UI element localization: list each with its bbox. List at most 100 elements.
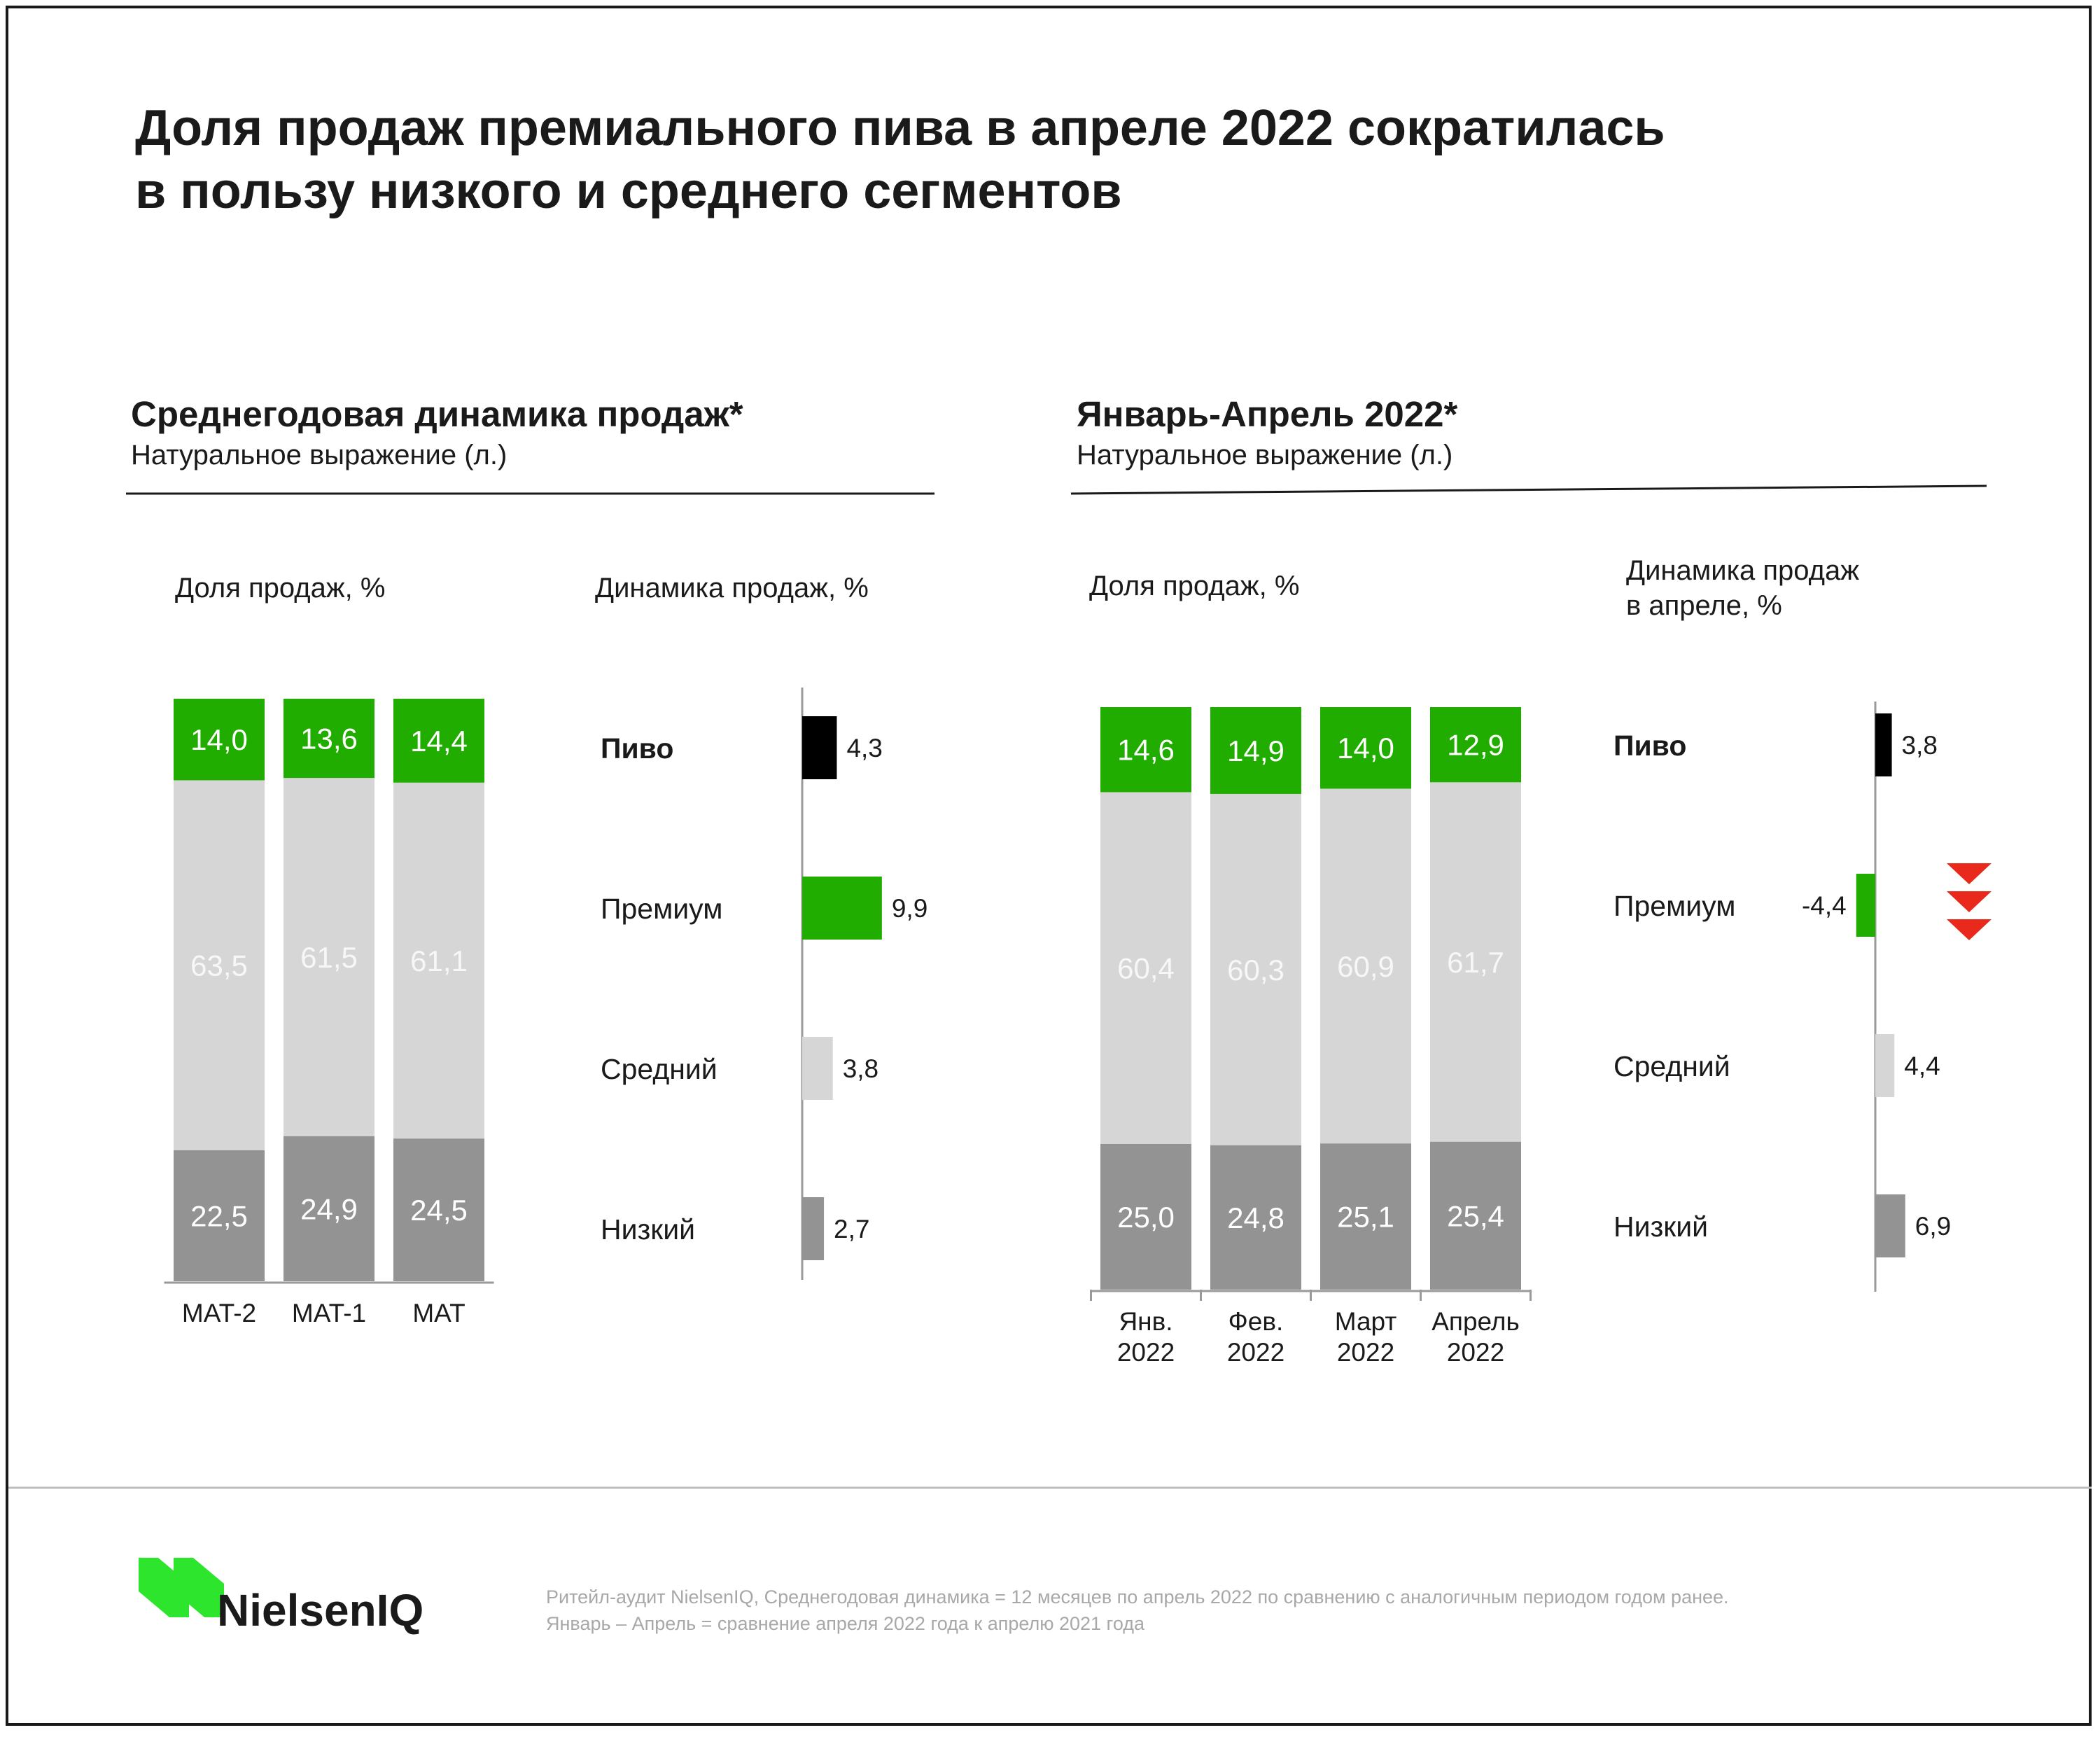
category-label: MAT-1	[292, 1299, 366, 1327]
growth-category-label: Низкий	[1614, 1211, 1708, 1243]
bar-segment-средний	[1210, 793, 1301, 1145]
bar-segment-label: 14,0	[190, 723, 248, 756]
growth-value-label: 3,8	[1902, 731, 1938, 760]
growth-category-label: Пиво	[601, 732, 673, 765]
bar-segment-низкий	[284, 1136, 374, 1281]
growth-bar	[802, 1037, 833, 1100]
right-growth-chart: Пиво 3,8 Премиум -4,4 Средний 4,4 Низкий 6,9	[1614, 702, 1991, 1292]
bar-segment-средний	[393, 782, 484, 1139]
category-label: Апрель	[1432, 1307, 1520, 1336]
right-growth-label-line-2: в апреле, %	[1626, 590, 1782, 621]
bar-segment-label: 14,4	[410, 725, 468, 758]
growth-value-label: 9,9	[892, 894, 927, 923]
growth-value-label: 3,8	[843, 1054, 878, 1083]
main-title: Доля продаж премиального пива в апреле 2…	[135, 97, 1665, 223]
growth-bar	[802, 1197, 825, 1260]
bar-segment-премиум	[1430, 707, 1521, 783]
bar-segment-низкий	[174, 1150, 265, 1281]
bar-segment-label: 25,4	[1447, 1199, 1504, 1232]
bar-segment-label: 13,6	[300, 723, 358, 755]
bar-segment-label: 22,5	[190, 1199, 248, 1232]
bar-segment-label: 25,0	[1117, 1201, 1175, 1234]
nielseniq-logo-mark	[139, 1558, 224, 1617]
bar-segment-label: 61,1	[410, 944, 468, 977]
category-label: Фев.	[1228, 1307, 1284, 1336]
bar-segment-label: 60,9	[1337, 950, 1394, 983]
growth-value-label: 2,7	[834, 1215, 869, 1243]
growth-category-label: Пиво	[1614, 730, 1686, 762]
growth-value-label: 6,9	[1915, 1212, 1951, 1241]
bar-segment-label: 60,4	[1117, 952, 1175, 985]
right-section-rule	[1070, 484, 1987, 495]
growth-value-label: 4,3	[846, 734, 882, 762]
growth-bar	[1875, 1194, 1905, 1257]
footnote: Ритейл-аудит NielsenIQ, Среднегодовая ди…	[546, 1584, 1729, 1637]
category-label: MAT	[412, 1299, 465, 1327]
growth-bar	[1856, 874, 1875, 937]
footnote-line-2: Январь – Апрель = сравнение апреля 2022 …	[546, 1613, 1145, 1634]
left-section-subtitle: Натуральное выражение (л.)	[131, 440, 507, 470]
growth-value-label: -4,4	[1802, 891, 1847, 920]
right-growth-label-line-1: Динамика продаж	[1626, 555, 1859, 586]
category-label: Янв.	[1119, 1307, 1172, 1336]
bar-segment-низкий	[393, 1138, 484, 1281]
nielseniq-brand-name: NielsenIQ	[217, 1585, 424, 1635]
bar-segment-label: 25,1	[1337, 1201, 1394, 1234]
bar-segment-label: 61,5	[300, 941, 358, 974]
bar-segment-низкий	[1320, 1143, 1411, 1290]
category-label: 2022	[1447, 1338, 1504, 1367]
bar-segment-средний	[1430, 782, 1521, 1142]
bar-segment-label: 63,5	[190, 949, 248, 982]
growth-value-label: 4,4	[1904, 1052, 1940, 1080]
growth-bar	[1875, 1034, 1895, 1097]
growth-bar	[802, 716, 837, 779]
category-label: Март	[1335, 1307, 1397, 1336]
bar-segment-label: 14,6	[1117, 734, 1175, 767]
left-share-chart: 22,5 63,5 14,0 MAT-2 24,9 61,5 13,6 MAT-1 24,5 61…	[164, 699, 494, 1327]
bar-segment-label: 14,9	[1227, 734, 1284, 767]
bar-segment-label: 61,7	[1447, 946, 1504, 979]
growth-category-label: Премиум	[1614, 890, 1735, 922]
growth-bar	[1875, 713, 1892, 776]
bar-segment-низкий	[1210, 1145, 1301, 1290]
decline-arrow-icon	[1947, 863, 1991, 884]
bar-segment-низкий	[1430, 1141, 1521, 1290]
left-section-title: Среднегодовая динамика продаж*	[131, 394, 743, 434]
growth-bar	[802, 877, 882, 940]
bar-segment-средний	[174, 780, 265, 1150]
bar-segment-средний	[1320, 788, 1411, 1144]
bar-segment-label: 14,0	[1337, 732, 1394, 765]
right-share-chart: 25,060,414,6Янв.202224,860,314,9Фев.2022…	[1090, 707, 1532, 1367]
bar-segment-премиум	[1210, 707, 1301, 794]
right-section-title: Январь-Апрель 2022*	[1077, 394, 1458, 434]
bar-segment-премиум	[284, 699, 374, 779]
bar-segment-label: 12,9	[1447, 729, 1504, 762]
left-growth-chart: Пиво 4,3 Премиум 9,9 Средний 3,8 Низкий 2,7	[601, 688, 927, 1280]
right-section-subtitle: Натуральное выражение (л.)	[1077, 440, 1453, 470]
bar-segment-средний	[284, 778, 374, 1136]
bar-segment-премиум	[174, 699, 265, 781]
growth-category-label: Средний	[601, 1053, 718, 1085]
bar-segment-премиум	[1100, 707, 1191, 793]
right-growth-label: Динамика продаж в апреле, %	[1626, 553, 1859, 623]
bar-segment-низкий	[1100, 1144, 1191, 1290]
category-label: 2022	[1337, 1338, 1394, 1367]
category-label: 2022	[1227, 1338, 1284, 1367]
main-title-line-1: Доля продаж премиального пива в апреле 2…	[135, 100, 1665, 156]
category-label: 2022	[1117, 1338, 1175, 1367]
main-title-line-2: в пользу низкого и среднего сегментов	[135, 163, 1122, 219]
bar-segment-премиум	[1320, 707, 1411, 789]
growth-category-label: Премиум	[601, 893, 722, 925]
right-share-label: Доля продаж, %	[1089, 571, 1300, 601]
left-growth-label: Динамика продаж, %	[595, 573, 869, 604]
bar-segment-label: 24,9	[300, 1192, 358, 1225]
footnote-line-1: Ритейл-аудит NielsenIQ, Среднегодовая ди…	[546, 1586, 1729, 1607]
outer-frame	[6, 6, 2092, 1726]
bar-segment-средний	[1100, 792, 1191, 1144]
bar-segment-label: 24,8	[1227, 1201, 1284, 1234]
left-share-label: Доля продаж, %	[175, 573, 386, 604]
bar-segment-премиум	[393, 699, 484, 783]
decline-arrow-icon	[1947, 891, 1991, 912]
